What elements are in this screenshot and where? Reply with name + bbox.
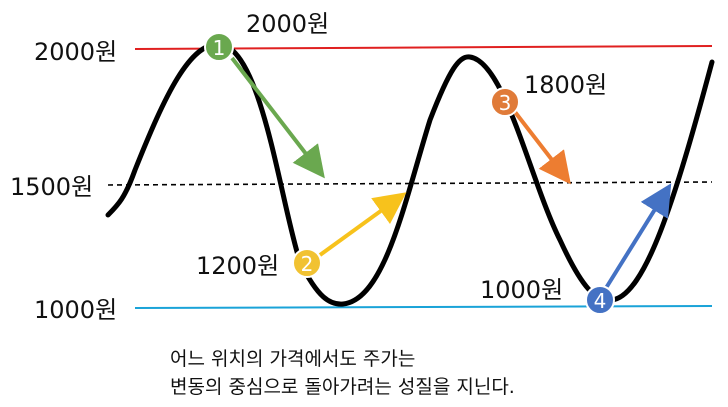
caption-line-1: 어느 위치의 가격에서도 주가는 — [170, 348, 416, 370]
arrow-2-toward-center — [318, 192, 407, 257]
level-label-high: 2000원 — [34, 38, 117, 66]
point-2-badge: 2 — [292, 248, 322, 278]
point-4-badge: 4 — [585, 285, 615, 315]
point-4-price-label: 1000원 — [480, 276, 563, 304]
point-1-badge: 1 — [204, 32, 234, 62]
arrow-1-toward-center — [230, 56, 325, 179]
point-3-badge: 3 — [490, 87, 520, 117]
level-label-low: 1000원 — [34, 296, 117, 324]
level-label-center: 1500원 — [10, 173, 93, 201]
point-2-number: 2 — [301, 252, 314, 276]
point-4-number: 4 — [594, 289, 607, 313]
arrow-4-toward-center — [604, 183, 672, 290]
caption-line-2: 변동의 중심으로 돌아가려는 성질을 지닌다. — [170, 376, 515, 398]
center-level-line — [107, 181, 713, 186]
point-3-price-label: 1800원 — [524, 71, 607, 99]
point-3-number: 3 — [499, 91, 512, 115]
arrow-3-toward-center — [513, 110, 571, 185]
point-1-number: 1 — [213, 36, 226, 60]
point-2-price-label: 1200원 — [196, 252, 279, 280]
point-1-price-label: 2000원 — [246, 10, 329, 38]
low-level-line — [134, 305, 713, 309]
